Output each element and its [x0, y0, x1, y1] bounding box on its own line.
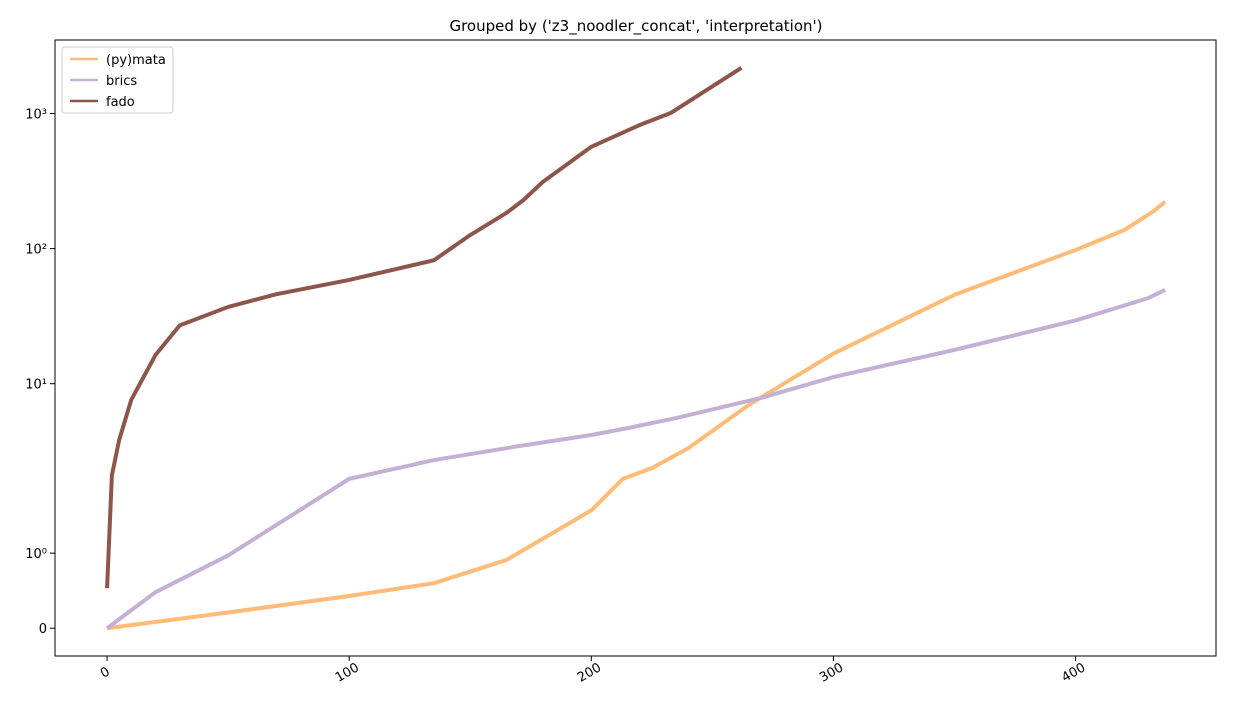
x-tick-label: 300 [817, 660, 846, 685]
legend-label: (py)mata [106, 53, 166, 68]
line [105, 66, 743, 589]
x-tick-label: 100 [333, 660, 362, 685]
legend-label: fado [106, 95, 135, 110]
x-tick-label: 400 [1059, 660, 1088, 685]
y-tick-label: 0 [39, 622, 47, 637]
legend-label: brics [106, 74, 137, 89]
x-tick-label: 200 [575, 660, 604, 685]
plot-frame [54, 39, 1217, 657]
line [105, 288, 1167, 630]
y-tick-label: 10³ [25, 108, 47, 123]
y-tick-label: 10¹ [25, 378, 47, 393]
line [106, 200, 1167, 631]
x-tick-label: 0 [98, 664, 113, 681]
legend-box [61, 46, 174, 114]
chart-title: Grouped by ('z3_noodler_concat', 'interp… [449, 17, 822, 36]
y-tick-label: 10⁰ [25, 547, 47, 562]
y-tick-label: 10² [25, 243, 47, 258]
